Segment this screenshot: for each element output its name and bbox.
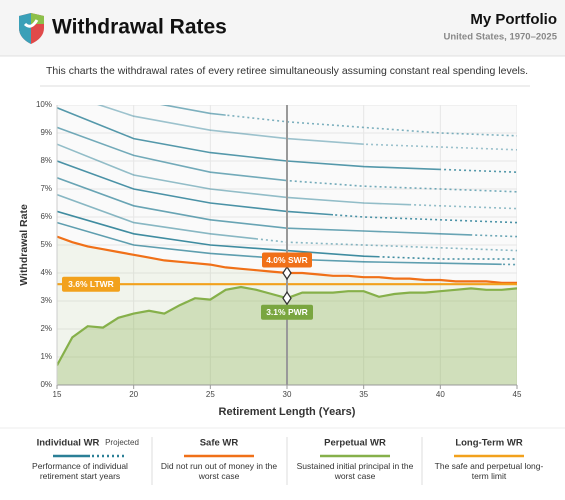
individual-line: [57, 193, 257, 240]
perpetual-label: 3.1% PWR: [266, 307, 308, 317]
x-tick-label: 40: [436, 390, 445, 399]
safe-label-bg: [262, 252, 312, 268]
long-term-label-bg: [62, 276, 120, 292]
y-tick-label: 6%: [40, 212, 52, 221]
legend-description-box: The safe and perpetual long-term limit: [434, 461, 544, 481]
y-tick-label: 0%: [40, 380, 52, 389]
individual-line-projected: [409, 203, 517, 210]
marker: [282, 265, 292, 281]
safe-label: 4.0% SWR: [266, 255, 308, 265]
legend-description: Performance of individual retirement sta…: [32, 461, 128, 481]
x-axis-label: Retirement Length (Years): [219, 406, 356, 418]
individual-line-projected: [333, 213, 517, 224]
x-tick-label: 25: [206, 390, 215, 399]
y-tick-label: 8%: [40, 156, 52, 165]
x-tick-label: 30: [283, 390, 292, 399]
header-bg: [0, 0, 565, 56]
x-tick-label: 35: [359, 390, 368, 399]
long-term-label: 3.6% LTWR: [68, 279, 114, 289]
x-tick-label: 15: [53, 390, 62, 399]
perpetual-label-bg: [261, 304, 313, 320]
y-tick-label: 2%: [40, 324, 52, 333]
logo: [19, 13, 44, 44]
y-tick-label: 7%: [40, 184, 52, 193]
legend-description-box: Performance of individual retirement sta…: [32, 461, 128, 481]
legend-name: Perpetual WR: [324, 438, 386, 449]
y-tick-label: 3%: [40, 296, 52, 305]
page-title: Withdrawal Rates: [52, 16, 227, 39]
legend-name: Safe WR: [200, 438, 239, 449]
individual-line: [57, 126, 287, 182]
legend-description: Did not run out of money in the worst ca…: [160, 461, 278, 481]
y-tick-label: 10%: [36, 100, 52, 109]
legend-description-box: Did not run out of money in the worst ca…: [160, 461, 278, 481]
legend-name: Individual WR: [37, 438, 100, 449]
x-tick-label: 20: [129, 390, 138, 399]
portfolio-name: My Portfolio: [470, 11, 557, 28]
legend-description-box: Sustained initial principal in the worst…: [296, 461, 414, 481]
y-tick-label: 4%: [40, 268, 52, 277]
y-tick-label: 1%: [40, 352, 52, 361]
y-tick-label: 9%: [40, 128, 52, 137]
x-tick-label: 45: [513, 390, 522, 399]
legend-description: Sustained initial principal in the worst…: [296, 461, 414, 481]
chart-subtitle: This charts the withdrawal rates of ever…: [46, 65, 528, 77]
portfolio-scope: United States, 1970–2025: [443, 32, 557, 43]
legend-description: The safe and perpetual long-term limit: [434, 461, 544, 481]
legend-projected: Projected: [105, 438, 139, 447]
y-axis-label: Withdrawal Rate: [18, 204, 30, 286]
legend-name: Long-Term WR: [455, 438, 523, 449]
individual-line-projected: [287, 179, 517, 193]
y-tick-label: 5%: [40, 240, 52, 249]
marker: [282, 291, 292, 306]
